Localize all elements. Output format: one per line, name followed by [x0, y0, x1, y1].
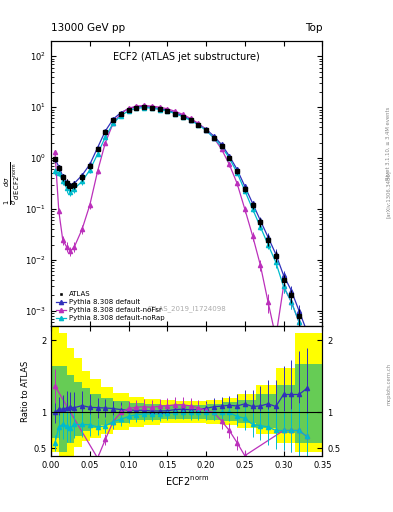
Y-axis label: Ratio to ATLAS: Ratio to ATLAS	[21, 360, 30, 421]
Text: 13000 GeV pp: 13000 GeV pp	[51, 23, 125, 33]
Y-axis label: $\frac{1}{\sigma}\frac{d\sigma}{d\,\mathrm{ECF2^{norm}}}$: $\frac{1}{\sigma}\frac{d\sigma}{d\,\math…	[4, 162, 22, 205]
Text: ATLAS_2019_I1724098: ATLAS_2019_I1724098	[147, 305, 226, 312]
Legend: ATLAS, Pythia 8.308 default, Pythia 8.308 default-noFsr, Pythia 8.308 default-no: ATLAS, Pythia 8.308 default, Pythia 8.30…	[55, 290, 166, 323]
Text: Rivet 3.1.10, ≥ 3.4M events: Rivet 3.1.10, ≥ 3.4M events	[386, 106, 391, 180]
X-axis label: ECF2$^{\rm norm}$: ECF2$^{\rm norm}$	[165, 475, 209, 488]
Text: [arXiv:1306.3436]: [arXiv:1306.3436]	[386, 170, 391, 219]
Text: mcplots.cern.ch: mcplots.cern.ch	[386, 363, 391, 405]
Text: Top: Top	[305, 23, 322, 33]
Text: ECF2 (ATLAS jet substructure): ECF2 (ATLAS jet substructure)	[113, 52, 260, 62]
